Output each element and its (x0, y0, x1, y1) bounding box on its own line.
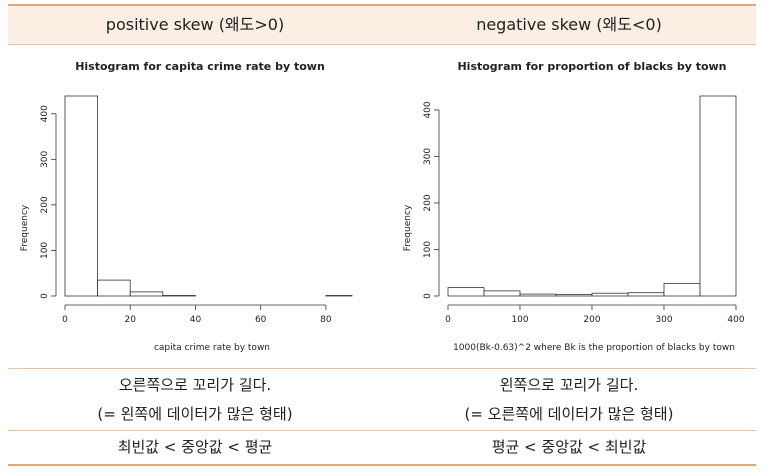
y-axis-label: Frequency (20, 204, 30, 251)
histogram-bar (627, 292, 665, 297)
y-tick-label: 0 (423, 293, 433, 299)
x-tick-label: 60 (255, 315, 267, 325)
header-positive-skew: positive skew (왜도>0) (105, 15, 285, 34)
header-band (8, 6, 756, 44)
left-summary: 최빈값 < 중앙값 < 평균 (117, 438, 273, 456)
chart-crime-rate: Histogram for capita crime rate by town … (20, 60, 353, 353)
section-divider-1 (8, 368, 756, 369)
x-tick-label: 0 (445, 315, 451, 325)
right-desc-line1: 왼쪽으로 꼬리가 길다. (499, 376, 639, 394)
x-tick-label: 300 (655, 315, 672, 325)
header-divider (8, 44, 756, 45)
y-tick-label: 400 (423, 101, 433, 118)
x-tick-label: 200 (583, 315, 600, 325)
x-tick-label: 40 (190, 315, 202, 325)
chart-blacks-proportion: Histogram for proportion of blacks by to… (403, 60, 745, 353)
histogram-bar (483, 290, 521, 297)
histogram-bar (162, 295, 196, 297)
y-tick-label: 300 (40, 150, 50, 167)
section-divider-2 (8, 430, 756, 431)
right-desc-line2: (= 오른쪽에 데이터가 많은 형태) (464, 405, 674, 423)
top-rule (8, 4, 756, 6)
x-axis-label: 1000(Bk-0.63)^2 where Bk is the proporti… (453, 343, 735, 353)
y-tick-label: 300 (423, 148, 433, 165)
y-tick-label: 400 (40, 105, 50, 122)
left-desc-line2: (= 왼쪽에 데이터가 많은 형태) (97, 405, 293, 423)
chart-title: Histogram for capita crime rate by town (75, 60, 325, 73)
x-tick-label: 20 (125, 315, 137, 325)
histogram-bar (519, 293, 557, 297)
y-axis-label: Frequency (403, 204, 413, 251)
histogram-bar (447, 287, 485, 297)
bottom-rule (8, 464, 756, 466)
header-negative-skew: negative skew (왜도<0) (476, 15, 662, 34)
right-summary: 평균 < 중앙값 < 최빈값 (491, 438, 647, 456)
histogram-bar (64, 95, 98, 297)
y-tick-label: 200 (423, 194, 433, 211)
histogram-bar (555, 294, 593, 297)
y-tick-label: 100 (423, 241, 433, 258)
x-tick-label: 100 (511, 315, 528, 325)
x-axis-label: capita crime rate by town (154, 343, 270, 353)
histogram-bar (591, 292, 629, 297)
histogram-bar (97, 279, 131, 297)
y-tick-label: 0 (40, 293, 50, 299)
left-desc-line1: 오른쪽으로 꼬리가 길다. (118, 376, 272, 394)
x-tick-label: 0 (62, 315, 68, 325)
x-tick-label: 400 (727, 315, 744, 325)
histogram-bar (325, 295, 353, 297)
plot-area: 0 20 40 60 80 0 100 200 300 400 (40, 95, 353, 325)
chart-title: Histogram for proportion of blacks by to… (457, 60, 726, 73)
histogram-bar (699, 95, 737, 297)
histogram-bar (129, 291, 164, 297)
y-tick-label: 100 (40, 242, 50, 259)
y-tick-label: 200 (40, 196, 50, 213)
plot-area: 0 100 200 300 400 0 100 200 300 400 (423, 95, 745, 325)
x-tick-label: 80 (320, 315, 332, 325)
histogram-bar (663, 282, 701, 297)
